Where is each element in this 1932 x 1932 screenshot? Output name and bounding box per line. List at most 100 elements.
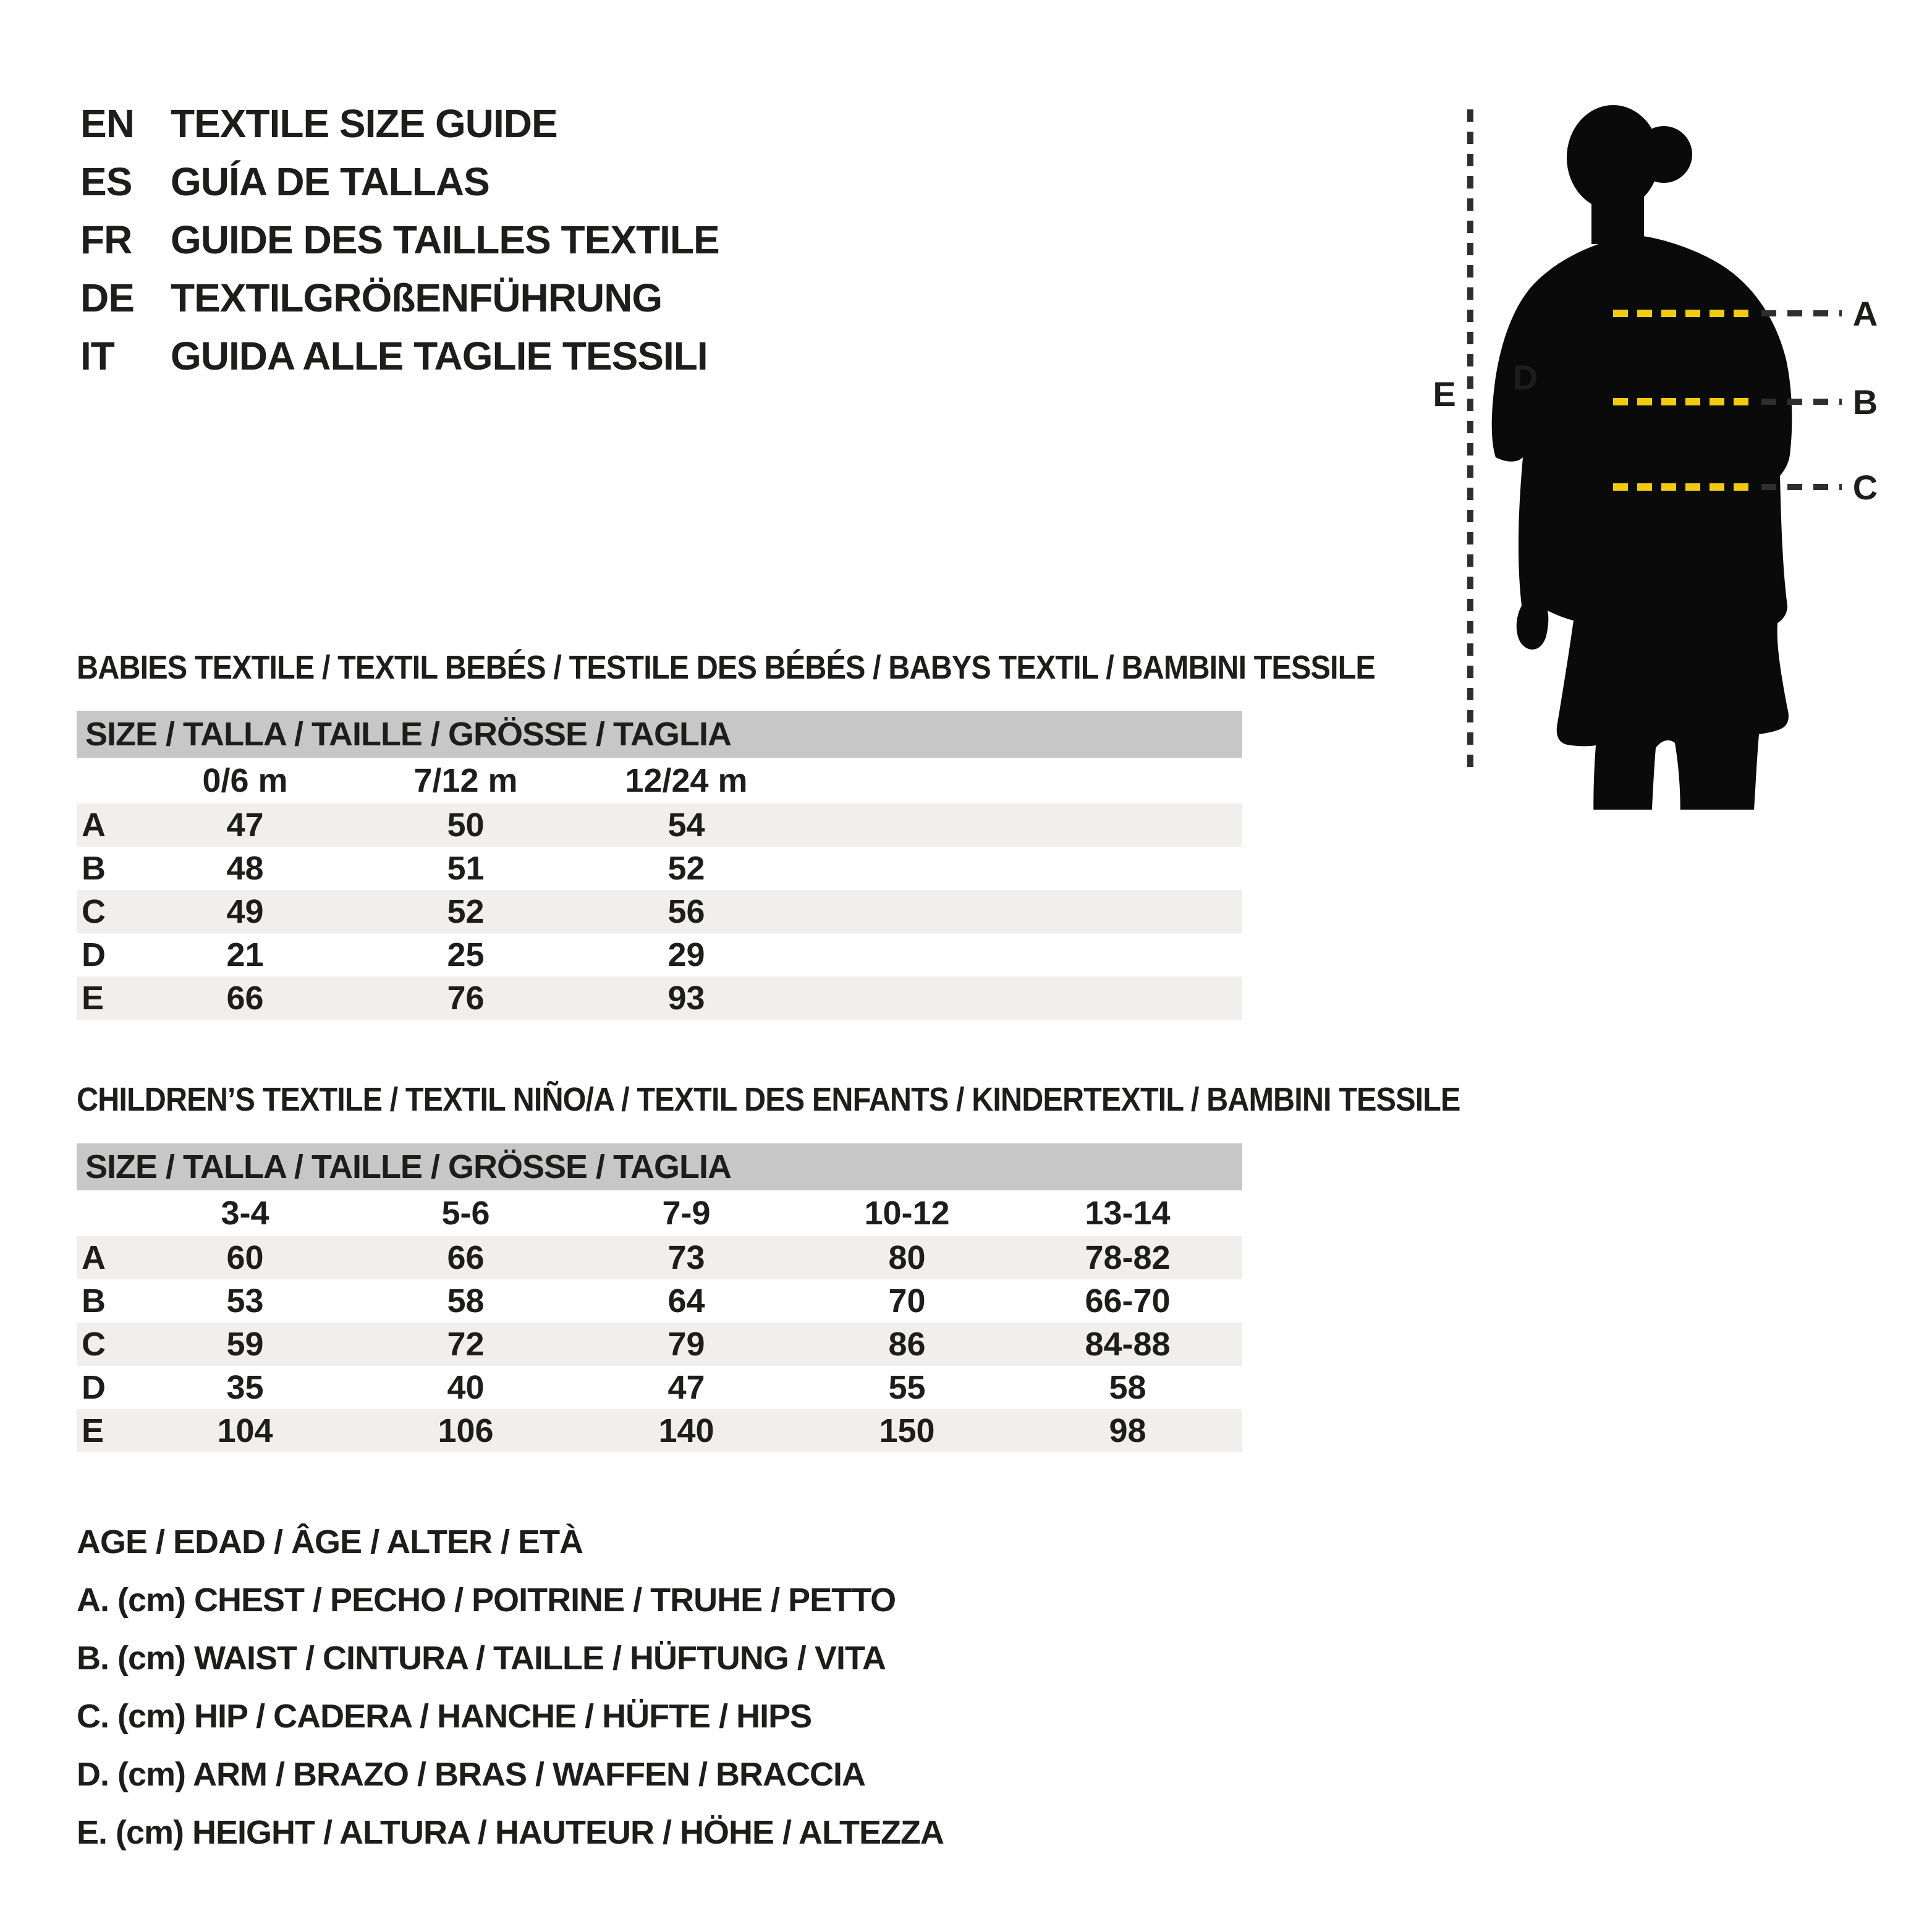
children-section-title: CHILDREN’S TEXTILE / TEXTIL NIÑO/A / TEX… — [77, 1081, 1460, 1118]
size-value-cell: 52 — [447, 893, 485, 930]
size-value-cell: 53 — [226, 1282, 264, 1320]
column-header: 12/24 m — [625, 762, 748, 799]
row-label: C — [82, 893, 106, 930]
babies-section-title: BABIES TEXTILE / TEXTIL BEBÉS / TESTILE … — [77, 649, 1376, 686]
row-label: E — [82, 1412, 104, 1449]
size-value-cell: 47 — [226, 807, 264, 844]
size-value-cell: 66-70 — [1085, 1282, 1171, 1320]
size-value-cell: 150 — [879, 1412, 935, 1449]
row-label: A — [82, 807, 106, 844]
row-label: D — [82, 936, 106, 973]
size-header-bar: SIZE / TALLA / TAILLE / GRÖSSE / TAGLIA — [77, 711, 1242, 758]
label-chest-a: A — [1853, 294, 1878, 333]
table-row: D 21 25 29 — [77, 933, 1242, 977]
child-silhouette — [1491, 105, 1792, 887]
size-value-cell: 58 — [447, 1282, 485, 1320]
size-value-cell: 93 — [667, 980, 705, 1017]
list-item: FR GUIDE DES TAILLES TEXTILE — [80, 211, 720, 269]
list-item: DE TEXTILGRÖßENFÜHRUNG — [80, 269, 719, 327]
size-value-cell: 54 — [667, 807, 705, 844]
label-arm-d: D — [1513, 358, 1538, 397]
language-title: TEXTILGRÖßENFÜHRUNG — [171, 276, 663, 320]
legend-line-chest: A. (cm) CHEST / PECHO / POITRINE / TRUHE… — [77, 1582, 896, 1619]
size-value-cell: 40 — [447, 1369, 485, 1406]
size-value-cell: 49 — [226, 893, 264, 930]
size-value-cell: 84-88 — [1085, 1326, 1171, 1363]
size-value-cell: 73 — [667, 1239, 705, 1276]
table-row: B 48 51 52 — [77, 847, 1242, 890]
size-value-cell: 140 — [658, 1412, 714, 1449]
size-header-bar: SIZE / TALLA / TAILLE / GRÖSSE / TAGLIA — [77, 1143, 1242, 1190]
label-height-e: E — [1433, 375, 1455, 413]
language-code: IT — [80, 334, 115, 378]
legend-line-height: E. (cm) HEIGHT / ALTURA / HAUTEUR / HÖHE… — [77, 1814, 944, 1851]
row-label: B — [82, 850, 106, 887]
size-value-cell: 58 — [1109, 1369, 1146, 1406]
size-value-cell: 47 — [667, 1369, 705, 1406]
size-value-cell: 51 — [447, 850, 485, 887]
table-column-header-row: 0/6 m 7/12 m 12/24 m — [77, 758, 1242, 803]
size-value-cell: 70 — [888, 1282, 926, 1320]
size-value-cell: 80 — [888, 1239, 926, 1276]
legend-line-waist: B. (cm) WAIST / CINTURA / TAILLE / HÜFTU… — [77, 1640, 886, 1677]
size-value-cell: 78-82 — [1085, 1239, 1171, 1276]
size-value-cell: 60 — [226, 1239, 264, 1276]
legend-line-hip: C. (cm) HIP / CADERA / HANCHE / HÜFTE / … — [77, 1698, 812, 1735]
size-value-cell: 64 — [667, 1282, 705, 1320]
row-label: C — [82, 1326, 106, 1363]
language-code: FR — [80, 218, 132, 262]
legend-line-arm: D. (cm) ARM / BRAZO / BRAS / WAFFEN / BR… — [77, 1756, 866, 1793]
measurement-legend: AGE / EDAD / ÂGE / ALTER / ETÀ A. (cm) C… — [77, 1513, 944, 1862]
table-row: A 47 50 54 — [77, 803, 1242, 847]
language-title: GUIDA ALLE TAGLIE TESSILI — [171, 334, 708, 378]
size-value-cell: 56 — [667, 893, 705, 930]
language-code: ES — [80, 159, 132, 204]
table-column-header-row: 3-4 5-6 7-9 10-12 13-14 — [77, 1190, 1242, 1236]
column-header: 5-6 — [441, 1195, 490, 1232]
label-waist-b: B — [1853, 383, 1878, 422]
size-value-cell: 76 — [447, 980, 485, 1017]
size-value-cell: 48 — [226, 850, 264, 887]
list-item: EN TEXTILE SIZE GUIDE — [80, 95, 719, 153]
size-value-cell: 25 — [447, 936, 485, 973]
row-label: E — [82, 980, 104, 1017]
column-header: 10-12 — [864, 1195, 950, 1232]
measurement-figure: A B C D E — [1409, 80, 1904, 887]
table-row: D 35 40 47 55 58 — [77, 1366, 1242, 1409]
size-value-cell: 21 — [226, 936, 264, 973]
list-item: ES GUÍA DE TALLAS — [80, 153, 719, 211]
table-row: C 59 72 79 86 84-88 — [77, 1323, 1242, 1366]
row-label: B — [82, 1282, 106, 1320]
table-row: C 49 52 56 — [77, 890, 1242, 933]
column-header: 7/12 m — [413, 762, 518, 799]
size-value-cell: 59 — [226, 1326, 264, 1363]
language-code: EN — [80, 101, 135, 146]
size-value-cell: 66 — [447, 1239, 485, 1276]
size-value-cell: 52 — [667, 850, 705, 887]
size-value-cell: 79 — [667, 1326, 705, 1363]
size-value-cell: 35 — [226, 1369, 264, 1406]
column-header: 3-4 — [221, 1195, 269, 1232]
language-title: TEXTILE SIZE GUIDE — [171, 101, 558, 146]
size-value-cell: 98 — [1109, 1412, 1146, 1449]
size-value-cell: 106 — [438, 1412, 494, 1449]
table-row: B 53 58 64 70 66-70 — [77, 1279, 1242, 1323]
children-size-table: SIZE / TALLA / TAILLE / GRÖSSE / TAGLIA … — [77, 1143, 1242, 1452]
size-value-cell: 66 — [226, 980, 264, 1017]
column-header: 13-14 — [1085, 1195, 1171, 1232]
size-value-cell: 29 — [667, 936, 705, 973]
table-row: E 104 106 140 150 98 — [77, 1409, 1242, 1452]
table-row: A 60 66 73 80 78-82 — [77, 1236, 1242, 1279]
table-row: E 66 76 93 — [77, 977, 1242, 1020]
row-label: D — [82, 1369, 106, 1406]
size-value-cell: 72 — [447, 1326, 485, 1363]
size-value-cell: 55 — [888, 1369, 926, 1406]
babies-size-table: SIZE / TALLA / TAILLE / GRÖSSE / TAGLIA … — [77, 711, 1242, 1020]
size-value-cell: 50 — [447, 807, 485, 844]
row-label: A — [82, 1239, 106, 1276]
language-title-list: EN TEXTILE SIZE GUIDE ES GUÍA DE TALLAS … — [80, 95, 720, 385]
language-code: DE — [80, 276, 135, 320]
legend-line-age: AGE / EDAD / ÂGE / ALTER / ETÀ — [77, 1523, 583, 1561]
size-value-cell: 86 — [888, 1326, 926, 1363]
